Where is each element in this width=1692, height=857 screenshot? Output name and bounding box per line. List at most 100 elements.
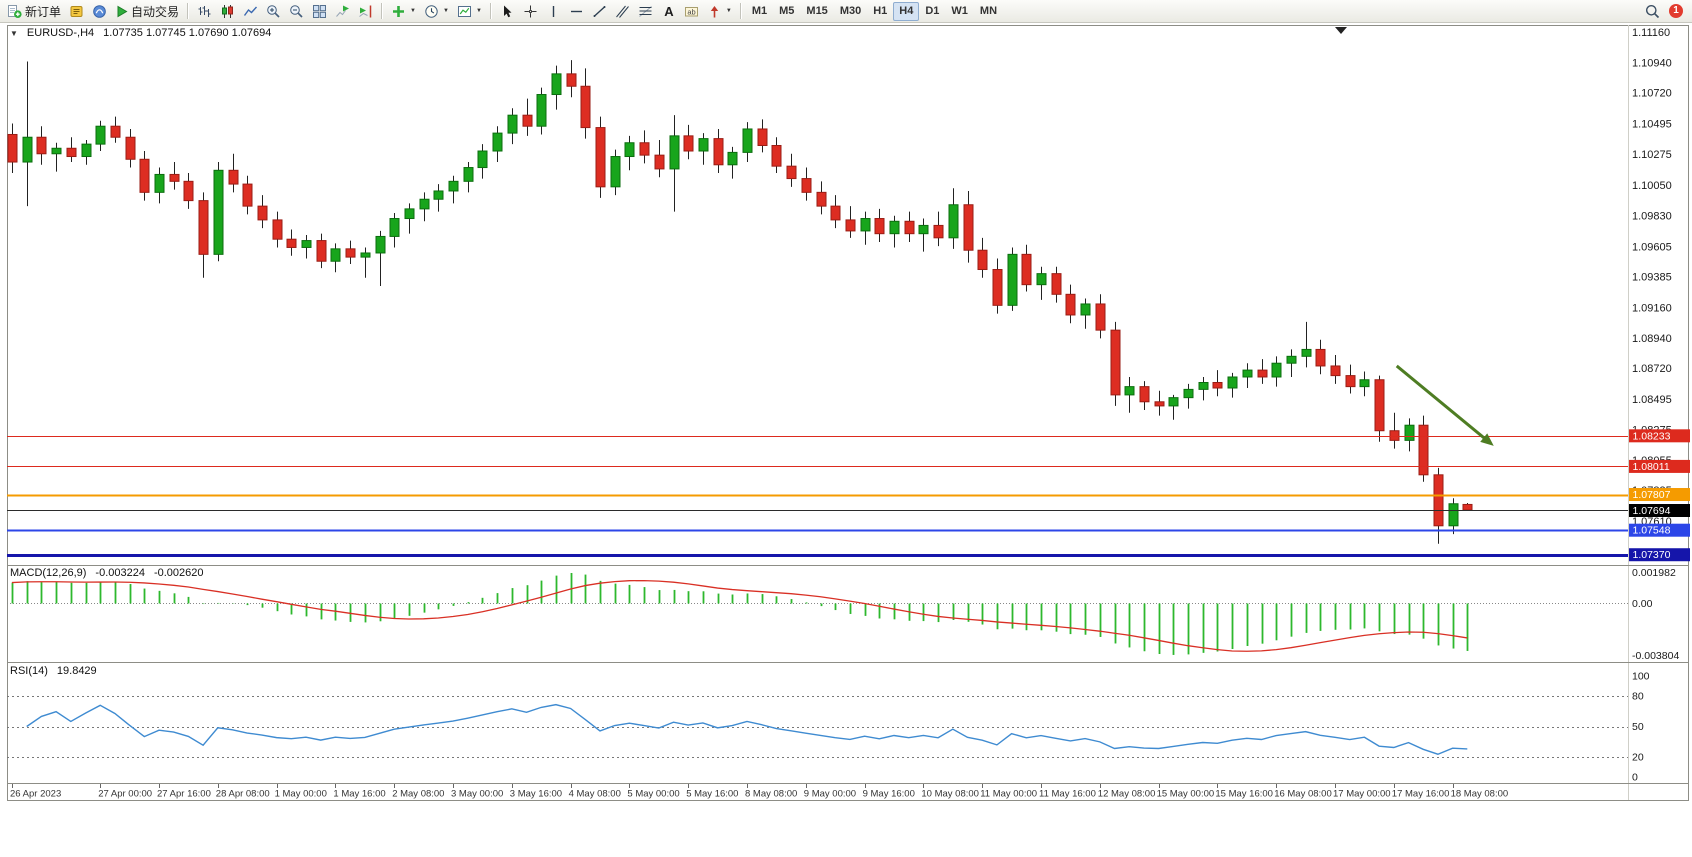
candle	[1330, 365, 1341, 377]
ohlc-values: 1.07735 1.07745 1.07690 1.07694	[103, 27, 272, 39]
candle	[830, 205, 841, 221]
candle	[95, 125, 106, 145]
zoom-in-button[interactable]	[262, 2, 285, 21]
candle	[1359, 379, 1370, 388]
horizontal-line-button[interactable]	[565, 2, 588, 21]
price-tick: 1.09160	[1632, 303, 1672, 315]
chart-shift-icon	[359, 5, 372, 17]
text-tool-button[interactable]: A	[657, 2, 680, 21]
periods-button[interactable]: ▼	[420, 2, 453, 21]
candle	[816, 191, 827, 207]
indicators-button[interactable]: ▼	[387, 2, 420, 21]
svg-text:1.08233: 1.08233	[1633, 430, 1671, 442]
autotrading-button[interactable]: 自动交易	[111, 2, 183, 21]
timeframe-m30-button[interactable]: M30	[834, 2, 867, 21]
timeframe-m15-button[interactable]: M15	[800, 2, 833, 21]
chart-shift-marker[interactable]	[1335, 27, 1347, 34]
time-tick-label: 18 May 08:00	[1451, 789, 1509, 800]
fibonacci-button[interactable]	[634, 2, 657, 21]
candle	[1404, 424, 1415, 441]
price-tick: 1.10275	[1632, 149, 1672, 161]
timeframe-d1-button[interactable]: D1	[919, 2, 945, 21]
line-chart-mode-button[interactable]	[239, 2, 262, 21]
candle	[1124, 386, 1135, 396]
candle	[1448, 503, 1459, 527]
price-label	[1629, 488, 1690, 502]
candle	[507, 114, 518, 134]
zoom-out-button[interactable]	[285, 2, 308, 21]
timeframe-h4-button[interactable]: H4	[893, 1, 920, 21]
horizontal-line-icon	[570, 10, 582, 12]
time-tick-label: 17 May 16:00	[1392, 789, 1450, 800]
tile-windows-button[interactable]	[308, 2, 331, 21]
svg-text:0.00: 0.00	[1632, 598, 1653, 610]
candle	[1242, 369, 1253, 378]
time-tick-label: 17 May 00:00	[1333, 789, 1391, 800]
candle	[389, 218, 400, 237]
chart-window[interactable]: 1.11160 1.10940 1.10720 1.10495 1.10275 1.100…	[0, 22, 1692, 857]
candle	[874, 218, 885, 235]
candle	[669, 135, 680, 170]
candle	[213, 169, 224, 255]
rsi-name: RSI(14)	[10, 665, 48, 677]
level-lines[interactable]	[7, 436, 1628, 557]
new-order-button[interactable]: 新订单	[3, 2, 65, 21]
candle	[683, 135, 694, 152]
timeframe-mn-button[interactable]: MN	[974, 2, 1003, 21]
timeframe-m5-button[interactable]: M5	[773, 2, 800, 21]
panel-separators[interactable]	[7, 565, 1688, 784]
chevron-down-icon: ▼	[725, 8, 732, 14]
notification-badge[interactable]: 1	[1669, 4, 1683, 18]
time-tick-label: 5 May 16:00	[686, 789, 738, 800]
search-button[interactable]	[1641, 2, 1664, 21]
candle	[7, 133, 18, 163]
crosshair-button[interactable]	[519, 2, 542, 21]
templates-button[interactable]: ▼	[453, 2, 486, 21]
candle	[698, 138, 709, 152]
toolbar-separator	[489, 3, 492, 19]
rsi-panel: 100 80 50 20 0	[7, 671, 1650, 784]
vertical-line-button[interactable]	[542, 2, 565, 21]
time-tick-label: 9 May 16:00	[863, 789, 915, 800]
candle	[183, 180, 194, 202]
time-axis[interactable]: 26 Apr 2023 27 Apr 00:00 27 Apr 16:00 28 Ap…	[10, 784, 1508, 800]
chart-canvas[interactable]: 1.11160 1.10940 1.10720 1.10495 1.10275 1.100…	[0, 22, 1692, 857]
crosshair-icon	[524, 5, 537, 17]
macd-indicator-label: MACD(12,26,9) -0.003224 -0.002620	[10, 567, 204, 579]
candle	[1168, 397, 1179, 407]
timeframe-m1-button[interactable]: M1	[746, 2, 773, 21]
candle	[1301, 348, 1312, 357]
time-tick-label: 26 Apr 2023	[10, 789, 61, 800]
timeframe-w1-button[interactable]: W1	[945, 2, 974, 21]
channel-button[interactable]	[611, 2, 634, 21]
arrows-tool-button[interactable]: ▼	[703, 2, 736, 21]
cursor-button[interactable]	[496, 2, 519, 21]
svg-text:1.07807: 1.07807	[1633, 489, 1671, 501]
trendline-icon	[593, 5, 606, 17]
candle	[463, 167, 474, 182]
candle	[845, 219, 856, 232]
metaeditor-button[interactable]	[65, 2, 88, 21]
time-tick-label: 1 May 16:00	[333, 789, 385, 800]
zoom-out-icon	[290, 4, 303, 18]
candle	[301, 240, 312, 248]
candle	[1139, 386, 1150, 403]
macd-signal-value: -0.002620	[153, 567, 204, 579]
candle	[272, 219, 283, 240]
text-label-button[interactable]: ab	[680, 2, 703, 21]
trendline-button[interactable]	[588, 2, 611, 21]
svg-text:-0.003804: -0.003804	[1632, 650, 1679, 662]
chart-shift-button[interactable]	[354, 2, 377, 21]
bar-chart-mode-button[interactable]	[193, 2, 216, 21]
metaeditor-icon	[70, 5, 83, 17]
candlestick-mode-button[interactable]	[216, 2, 239, 21]
one-click-trading-toggle[interactable]: ▼	[10, 28, 18, 38]
svg-text:0.001982: 0.001982	[1632, 567, 1676, 579]
time-tick-label: 9 May 00:00	[804, 789, 856, 800]
market-watch-button[interactable]	[88, 2, 111, 21]
trend-arrow[interactable]	[1395, 364, 1494, 446]
auto-scroll-button[interactable]	[331, 2, 354, 21]
auto-scroll-icon	[336, 5, 350, 17]
timeframe-h1-button[interactable]: H1	[867, 2, 893, 21]
candle	[918, 224, 929, 235]
